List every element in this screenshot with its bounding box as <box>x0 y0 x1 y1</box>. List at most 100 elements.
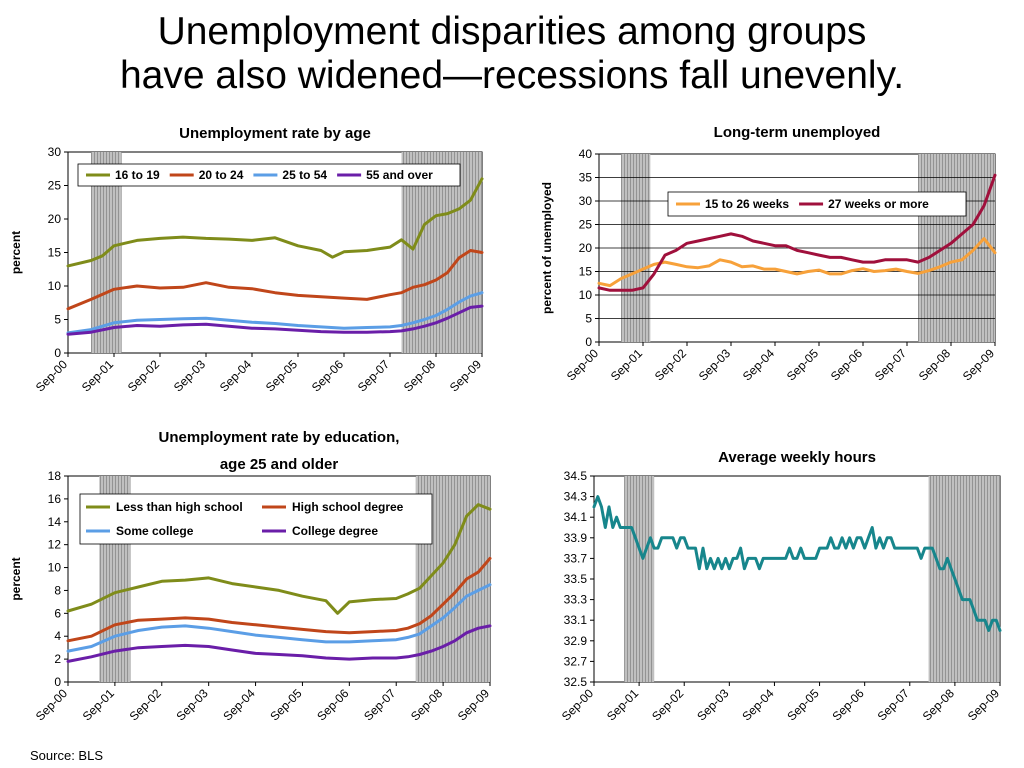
hours-y-tick-label: 34.1 <box>564 510 588 524</box>
edu-x-tick-label: Sep-04 <box>220 686 257 723</box>
edu-y-tick-label: 10 <box>48 561 62 575</box>
hours-y-tick-label: 33.3 <box>564 593 588 607</box>
hours-x-tick-label: Sep-05 <box>784 686 821 723</box>
edu-y-tick-label: 2 <box>54 652 61 666</box>
hours-y-tick-label: 34.3 <box>564 490 588 504</box>
longterm-x-tick-label: Sep-07 <box>872 346 909 383</box>
hours-x-tick-label: Sep-06 <box>830 686 867 723</box>
age-y-tick-label: 30 <box>48 145 62 159</box>
source-note: Source: BLS <box>30 748 103 763</box>
edu-chart-title: age 25 and older <box>220 456 339 473</box>
hours-x-tick-label: Sep-03 <box>694 686 731 723</box>
hours-x-tick-label: Sep-02 <box>649 686 686 723</box>
edu-y-tick-label: 18 <box>48 469 62 483</box>
hours-series-line-1 <box>592 495 1002 632</box>
longterm-x-tick-label: Sep-03 <box>696 346 733 383</box>
age-y-tick-label: 20 <box>48 212 62 226</box>
age-x-tick-label: Sep-09 <box>447 357 484 394</box>
edu-x-tick-label: Sep-05 <box>267 686 304 723</box>
longterm-y-tick-label: 25 <box>579 218 593 232</box>
age-legend-label-3: 25 to 54 <box>282 168 327 182</box>
age-series-line-3 <box>66 291 484 335</box>
longterm-series-line-1 <box>597 237 997 288</box>
slide-title-line-2: have also widened—recessions fall uneven… <box>119 54 905 97</box>
age-series-line-4 <box>66 304 484 336</box>
longterm-y-tick-label: 30 <box>579 194 593 208</box>
hours-x-tick-label: Sep-01 <box>604 686 641 723</box>
longterm-y-tick-label: 0 <box>585 335 592 349</box>
hours-recession-band-1 <box>624 476 655 682</box>
edu-x-tick-label: Sep-09 <box>455 686 492 723</box>
age-y-tick-label: 25 <box>48 179 62 193</box>
longterm-x-tick-label: Sep-00 <box>564 346 601 383</box>
slide-title: Unemployment disparities among groups ha… <box>0 10 1024 98</box>
age-y-tick-label: 15 <box>48 246 62 260</box>
hours-y-tick-label: 34.5 <box>564 469 588 483</box>
chart-education: 0 2 4 6 8 10 12 14 16 18 Sep-00 Sep-01 Sep-02 Sep-03 S… <box>0 424 512 746</box>
edu-series-line-2 <box>66 556 492 643</box>
hours-recession-band-2 <box>928 476 1000 682</box>
longterm-y-tick-label: 20 <box>579 241 593 255</box>
longterm-x-tick-label: Sep-01 <box>608 346 645 383</box>
longterm-y-tick-label: 35 <box>579 171 593 185</box>
edu-y-tick-label: 0 <box>54 675 61 689</box>
longterm-y-tick-label: 15 <box>579 265 593 279</box>
longterm-series-line-2 <box>597 173 997 292</box>
edu-chart-title: Unemployment rate by education, <box>159 429 400 446</box>
age-series-line-2 <box>66 249 484 311</box>
edu-y-tick-label: 14 <box>48 515 62 529</box>
edu-y-tick-label: 6 <box>54 606 61 620</box>
hours-chart-title: Average weekly hours <box>718 449 876 466</box>
edu-series-line-3 <box>66 583 492 653</box>
hours-y-tick-label: 33.5 <box>564 572 588 586</box>
hours-x-tick-label: Sep-04 <box>739 686 776 723</box>
longterm-y-tick-label: 5 <box>585 312 592 326</box>
hours-x-tick-label: Sep-00 <box>559 686 596 723</box>
longterm-x-tick-label: Sep-08 <box>916 346 953 383</box>
age-x-tick-label: Sep-06 <box>309 357 346 394</box>
age-legend-label-1: 16 to 19 <box>115 168 160 182</box>
longterm-y-tick-label: 10 <box>579 288 593 302</box>
longterm-legend-label-1: 15 to 26 weeks <box>705 197 789 211</box>
hours-x-tick-label: Sep-09 <box>965 686 1002 723</box>
edu-x-tick-label: Sep-03 <box>174 686 211 723</box>
edu-x-tick-label: Sep-02 <box>127 686 164 723</box>
age-x-tick-label: Sep-05 <box>263 357 300 394</box>
age-x-tick-label: Sep-03 <box>171 357 208 394</box>
hours-y-tick-label: 33.1 <box>564 613 588 627</box>
age-legend-label-4: 55 and over <box>366 168 433 182</box>
longterm-chart-title: Long-term unemployed <box>714 124 881 141</box>
longterm-legend-label-2: 27 weeks or more <box>828 197 929 211</box>
edu-legend-label-4: College degree <box>292 524 378 538</box>
hours-y-tick-label: 32.5 <box>564 675 588 689</box>
edu-x-tick-label: Sep-00 <box>33 686 70 723</box>
age-x-tick-label: Sep-02 <box>125 357 162 394</box>
age-x-tick-label: Sep-00 <box>33 357 70 394</box>
hours-y-tick-label: 33.9 <box>564 531 588 545</box>
edu-x-tick-label: Sep-08 <box>408 686 445 723</box>
hours-y-tick-label: 32.9 <box>564 634 588 648</box>
chart-weekly-hours: 32.5 32.7 32.9 33.1 33.3 33.5 33.7 33.9 34.1 34.3… <box>512 424 1024 746</box>
edu-legend-label-3: Some college <box>116 524 194 538</box>
edu-legend-box <box>79 493 433 545</box>
age-chart-title: Unemployment rate by age <box>179 125 371 142</box>
hours-x-tick-label: Sep-08 <box>920 686 957 723</box>
edu-y-tick-label: 12 <box>48 538 62 552</box>
longterm-x-tick-label: Sep-05 <box>784 346 821 383</box>
edu-y-tick-label: 8 <box>54 583 61 597</box>
age-y-tick-label: 10 <box>48 279 62 293</box>
longterm-y-axis-label: percent of unemployed <box>540 182 554 314</box>
chart-weekly-hours-svg: 32.5 32.7 32.9 33.1 33.3 33.5 33.7 33.9 34.1 34.3… <box>559 449 1002 723</box>
longterm-y-tick-label: 40 <box>579 147 593 161</box>
chart-long-term-svg: 0 5 10 15 20 25 30 35 40 Sep-00 Sep-01 Sep-02 Sep-03… <box>540 124 997 383</box>
age-x-tick-label: Sep-07 <box>355 357 392 394</box>
longterm-x-tick-label: Sep-06 <box>828 346 865 383</box>
chart-age: 0 5 10 15 20 25 30 Sep-00 Sep-01 Sep-02 Sep-03 Sep-… <box>0 118 512 440</box>
chart-long-term: 0 5 10 15 20 25 30 35 40 Sep-00 Sep-01 Sep-02 Sep-03… <box>512 118 1024 440</box>
age-x-tick-label: Sep-04 <box>217 357 254 394</box>
age-x-tick-label: Sep-01 <box>79 357 116 394</box>
hours-y-tick-label: 33.7 <box>564 551 588 565</box>
edu-series-line-4 <box>66 624 492 663</box>
